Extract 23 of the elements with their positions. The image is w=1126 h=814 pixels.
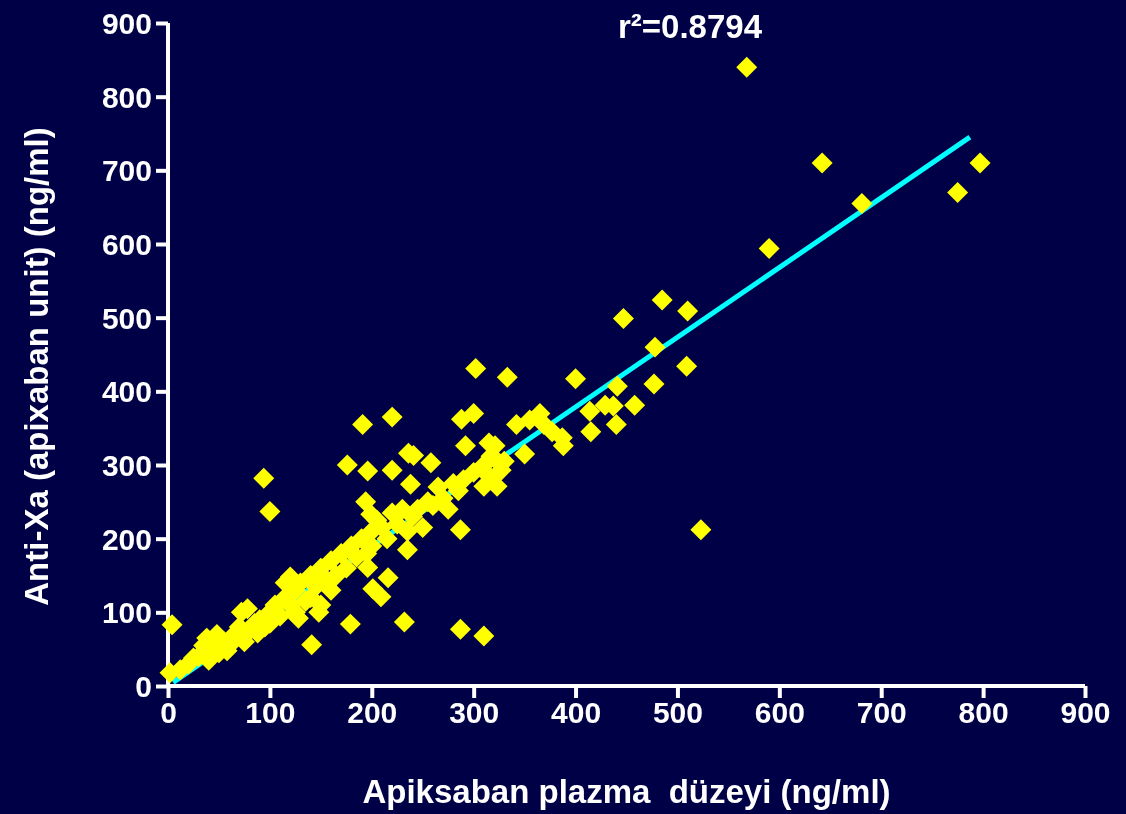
y-tick-label: 200 (101, 522, 152, 556)
x-tick-label: 500 (652, 696, 703, 730)
x-tick-label: 0 (160, 696, 177, 730)
y-tick-label: 100 (101, 596, 152, 630)
y-axis-title: Anti-Xa (apixaban unit) (ng/ml) (18, 127, 55, 606)
x-tick-label: 300 (449, 696, 500, 730)
y-tick-label: 900 (101, 7, 152, 40)
x-tick-label: 600 (754, 696, 805, 730)
x-axis-title: Apiksaban plazma düzeyi (ng/ml) (362, 773, 891, 810)
y-tick-label: 300 (101, 449, 152, 482)
x-tick-label: 800 (958, 696, 1009, 730)
x-tick-label: 200 (347, 696, 398, 730)
x-tick-label: 700 (856, 696, 907, 730)
y-tick-label: 500 (101, 301, 152, 335)
y-tick-label: 800 (101, 80, 152, 114)
y-tick-label: 600 (101, 228, 152, 261)
y-tick-label: 700 (101, 154, 152, 188)
annotation: r²=0.8794 (617, 8, 763, 45)
x-tick-label: 100 (245, 696, 296, 730)
x-tick-label: 400 (551, 696, 602, 730)
x-tick-label: 900 (1060, 696, 1111, 730)
y-tick-label: 0 (135, 670, 152, 703)
y-tick-label: 400 (101, 375, 152, 409)
